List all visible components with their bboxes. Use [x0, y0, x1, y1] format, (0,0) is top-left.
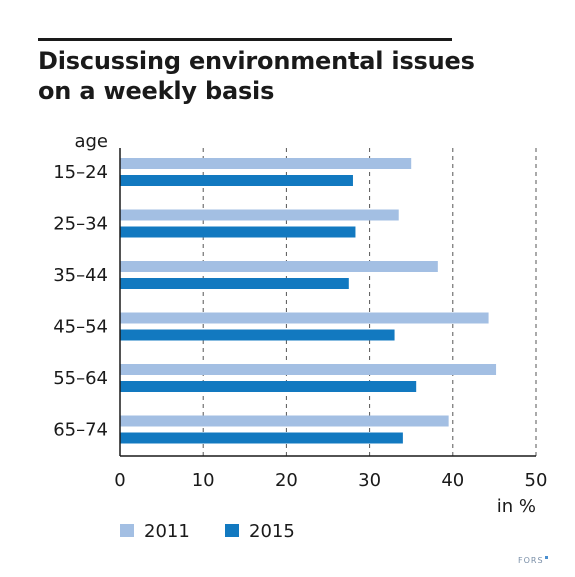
bar — [120, 278, 349, 289]
bar — [120, 158, 412, 169]
legend-label: 2015 — [249, 521, 295, 542]
legend-label: 2011 — [144, 521, 190, 542]
x-tick-label: 20 — [275, 470, 298, 491]
category-label: 65–74 — [53, 420, 108, 441]
y-axis-label: age — [74, 131, 108, 152]
category-label: 25–34 — [53, 214, 108, 235]
legend-swatch — [120, 524, 134, 537]
legend-swatch — [225, 524, 239, 537]
bar — [120, 312, 489, 324]
bar — [120, 415, 449, 427]
category-label: 15–24 — [53, 162, 108, 183]
x-axis-label: in % — [497, 496, 536, 517]
bar — [120, 381, 417, 392]
bar — [120, 175, 353, 186]
x-tick-label: 30 — [358, 470, 381, 491]
bar — [120, 364, 497, 375]
bar — [120, 226, 356, 238]
x-tick-label: 10 — [192, 470, 215, 491]
category-label: 45–54 — [53, 317, 108, 338]
category-label: 55–64 — [53, 368, 108, 389]
x-tick-label: 50 — [525, 470, 548, 491]
bar — [120, 261, 438, 272]
x-tick-label: 40 — [441, 470, 464, 491]
title-rule — [38, 38, 452, 41]
bar — [120, 209, 399, 221]
brand-logo: FORS — [518, 556, 548, 565]
category-label: 35–44 — [53, 265, 108, 286]
x-tick-label: 0 — [114, 470, 125, 491]
bar — [120, 329, 395, 341]
chart-title: Discussing environmental issues on a wee… — [38, 47, 475, 105]
bar — [120, 432, 403, 444]
